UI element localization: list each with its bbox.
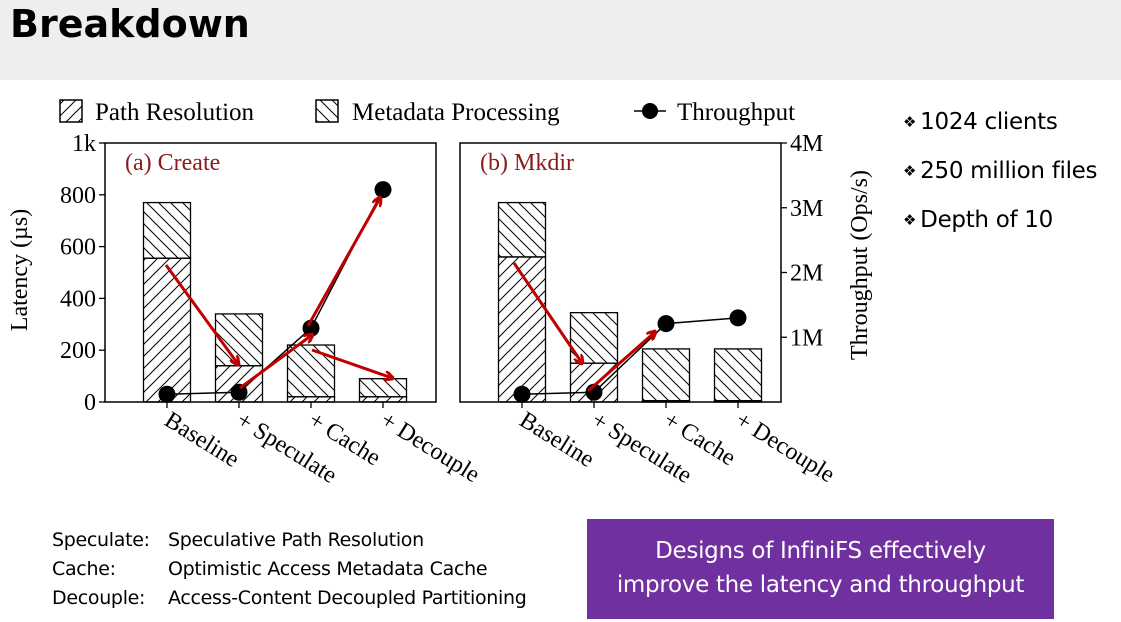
- glossary-term: Decouple:: [52, 587, 146, 609]
- legend-path-resolution-swatch: [59, 99, 83, 123]
- glossary-row: Decouple: Access-Content Decoupled Partit…: [52, 584, 527, 613]
- glossary-definition: Speculative Path Resolution: [168, 529, 424, 551]
- throughput-point: [513, 385, 531, 403]
- bar-metadata-processing: [713, 348, 763, 402]
- bullet-text: 250 million files: [920, 158, 1098, 184]
- glossary-term: Cache:: [52, 558, 116, 580]
- throughput-point: [657, 315, 675, 333]
- throughput-point: [230, 383, 248, 401]
- glossary-definition: Optimistic Access Metadata Cache: [168, 558, 488, 580]
- bar-metadata-processing: [286, 344, 336, 398]
- arrow-mkdir-speculate-to-cache: [587, 332, 655, 393]
- bar-metadata-processing: [497, 201, 547, 258]
- left-axis: 0 200 400 600 800 1k: [60, 131, 105, 416]
- glossary-term: Speculate:: [52, 529, 150, 551]
- callout-line: Designs of InfiniFS effectively: [655, 538, 986, 564]
- arrow-create-latency-decouple: [311, 348, 392, 378]
- bullet-item: ❖ 250 million files: [903, 147, 1098, 196]
- left-tick-label: 600: [60, 235, 96, 261]
- chart-legend: Path Resolution Metadata Processing Thro…: [59, 99, 795, 126]
- right-tick-label: 1M: [790, 325, 823, 351]
- plot-frame: [104, 142, 437, 403]
- bullet-text: Depth of 10: [920, 207, 1053, 233]
- latency-throughput-chart: Path Resolution Metadata Processing Thro…: [7, 99, 873, 489]
- x-tick-label: + Decouple: [376, 407, 484, 488]
- left-tick-label: 400: [60, 286, 96, 312]
- arrow-create-baseline-to-speculate: [164, 264, 238, 364]
- left-tick-label: 1k: [72, 131, 96, 157]
- panel-label: (a) Create: [125, 150, 220, 176]
- left-axis-title: Latency (µs): [7, 209, 33, 331]
- left-tick-label: 800: [60, 183, 96, 209]
- x-tick-label: Baseline: [515, 407, 599, 473]
- glossary-definition: Access-Content Decoupled Partitioning: [168, 587, 527, 609]
- title-bar: Breakdown: [0, 0, 1121, 80]
- bullet-list: ❖ 1024 clients ❖ 250 million files ❖ Depth …: [903, 98, 1098, 245]
- legend-metadata-processing-swatch: [315, 99, 339, 123]
- legend-throughput-marker: [642, 103, 658, 119]
- glossary-row: Speculate: Speculative Path Resolution: [52, 526, 527, 555]
- left-tick-label: 200: [60, 338, 96, 364]
- legend-path-resolution-label: Path Resolution: [95, 99, 255, 126]
- conclusion-callout: Designs of InfiniFS effectively improve …: [587, 519, 1054, 619]
- legend-throughput-label: Throughput: [677, 99, 795, 126]
- right-axis: 1M 2M 3M 4M: [781, 131, 823, 351]
- plot-frame: [459, 142, 782, 403]
- slide-title: Breakdown: [10, 2, 250, 46]
- arrow-mkdir-baseline-to-speculate: [512, 262, 582, 363]
- bullet-item: ❖ 1024 clients: [903, 98, 1097, 147]
- legend-metadata-processing-label: Metadata Processing: [352, 99, 560, 126]
- right-tick-label: 4M: [790, 131, 823, 157]
- bullet-text: 1024 clients: [920, 109, 1058, 135]
- bar-metadata-processing: [641, 348, 691, 402]
- panel-label: (b) Mkdir: [480, 150, 574, 176]
- bar-path-resolution: [286, 396, 336, 403]
- bar-path-resolution: [497, 256, 547, 403]
- bullet-item: ❖ Depth of 10: [903, 196, 1097, 245]
- left-tick-label: 0: [84, 390, 96, 416]
- diamond-bullet-icon: ❖: [903, 211, 917, 229]
- diamond-bullet-icon: ❖: [903, 162, 917, 180]
- arrow-create-speculate-to-cache: [239, 335, 312, 390]
- right-tick-label: 3M: [790, 196, 823, 222]
- glossary-row: Cache: Optimistic Access Metadata Cache: [52, 555, 527, 584]
- glossary: Speculate: Speculative Path Resolution Ca…: [52, 526, 527, 613]
- bar-metadata-processing: [214, 313, 264, 367]
- bar-path-resolution: [358, 396, 408, 403]
- right-axis-title: Throughput (Ops/s): [847, 170, 873, 360]
- diamond-bullet-icon: ❖: [903, 113, 917, 131]
- throughput-point: [158, 385, 176, 403]
- arrow-create-cache-to-decouple: [306, 198, 380, 327]
- bar-path-resolution: [142, 257, 192, 403]
- right-tick-label: 2M: [790, 261, 823, 287]
- throughput-point: [729, 309, 747, 327]
- bar-metadata-processing: [142, 201, 192, 259]
- throughput-line: [521, 317, 739, 395]
- x-tick-label: Baseline: [160, 407, 244, 473]
- callout-line: improve the latency and throughput: [616, 572, 1025, 598]
- bar-metadata-processing: [358, 378, 408, 398]
- x-tick-label: + Decouple: [731, 407, 839, 488]
- improvement-arrows: [164, 198, 655, 393]
- throughput-point: [374, 181, 392, 199]
